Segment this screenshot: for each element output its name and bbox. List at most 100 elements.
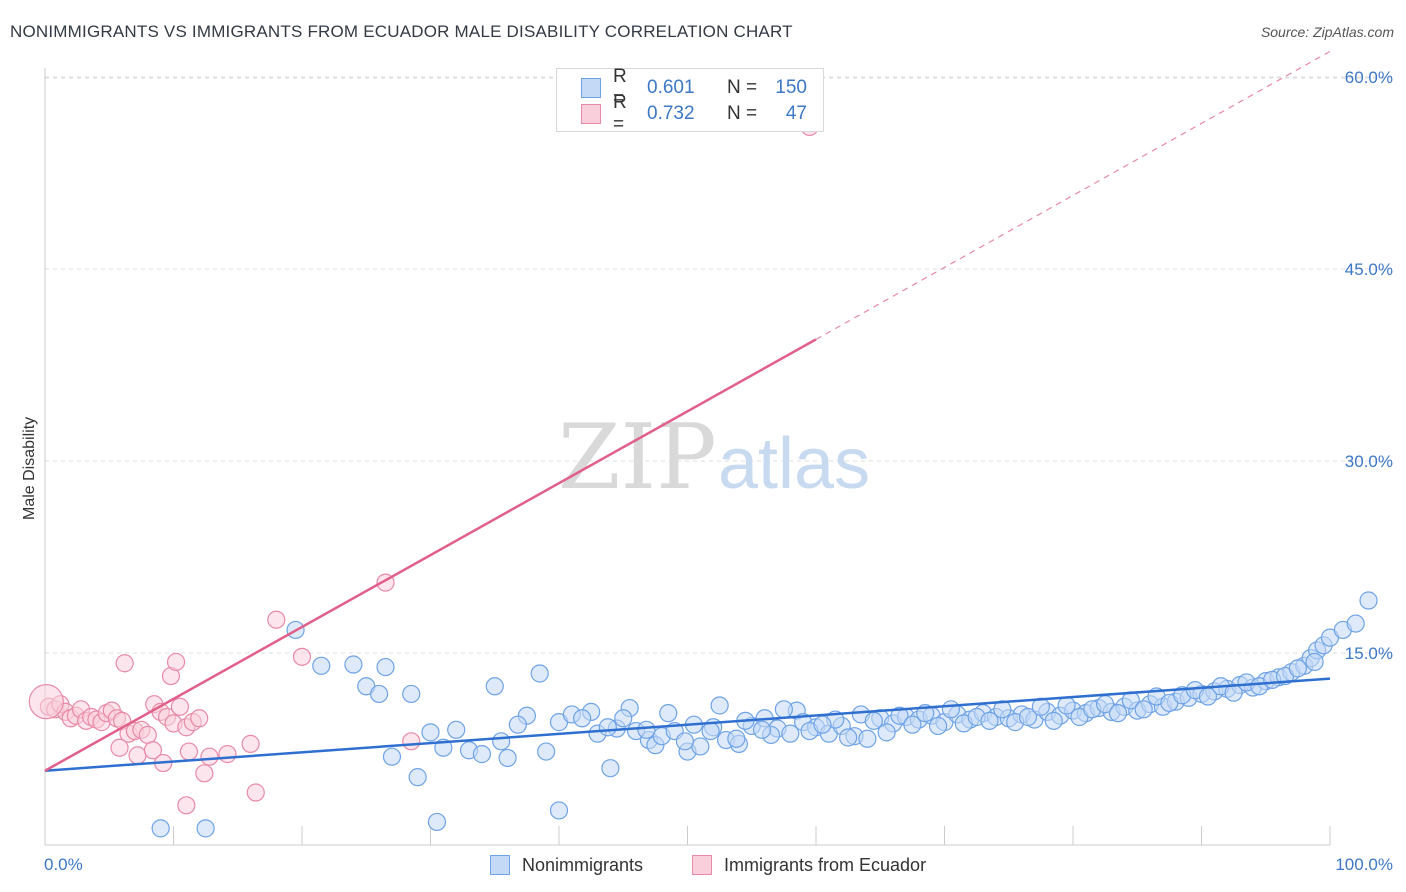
immigrant-point[interactable] (128, 746, 147, 765)
nonimmigrant-point[interactable] (701, 721, 720, 741)
legend-r-value: 0.601 (647, 77, 695, 98)
nonimmigrant-point[interactable] (839, 728, 858, 747)
nonimmigrant-point[interactable] (980, 711, 999, 730)
chart-title: NONIMMIGRANTS VS IMMIGRANTS FROM ECUADOR… (10, 22, 793, 41)
immigrant-point[interactable] (179, 742, 199, 761)
legend-r-value: 0.732 (647, 103, 695, 124)
nonimmigrant-point[interactable] (1359, 591, 1378, 610)
nonimmigrant-point[interactable] (601, 759, 620, 778)
nonimmigrant-point[interactable] (858, 729, 877, 748)
nonimmigrant-point[interactable] (196, 819, 215, 838)
immigrant-point[interactable] (143, 741, 163, 760)
nonimmigrant-point[interactable] (598, 718, 617, 737)
nonimmigrant-point[interactable] (691, 737, 710, 756)
nonimmigrant-point[interactable] (573, 709, 592, 728)
legend-item-nonimmigrants[interactable]: Nonimmigrants (490, 852, 643, 878)
immigrant-point[interactable] (115, 654, 134, 673)
nonimmigrant-point[interactable] (1134, 700, 1153, 719)
nonimmigrant-point[interactable] (472, 745, 491, 764)
legend-n-value: 150 (775, 77, 807, 98)
nonimmigrant-point[interactable] (903, 715, 922, 734)
immigrant-point[interactable] (170, 697, 190, 716)
nonimmigrant-point[interactable] (637, 720, 656, 739)
nonimmigrant-point[interactable] (928, 716, 948, 736)
nonimmigrant-point[interactable] (1305, 652, 1324, 672)
pink-swatch (581, 104, 601, 124)
immigrant-point[interactable] (195, 764, 214, 783)
nonimmigrant-point[interactable] (537, 742, 556, 761)
immigrant-point[interactable] (166, 652, 186, 672)
immigrants-points (28, 117, 819, 815)
nonimmigrant-point[interactable] (508, 715, 527, 734)
immigrant-point[interactable] (138, 725, 157, 745)
legend-label: Nonimmigrants (522, 854, 644, 875)
nonimmigrant-point[interactable] (1044, 711, 1063, 730)
nonimmigrant-point[interactable] (614, 709, 633, 728)
tick-labels: 15.0% 30.0% 45.0% 60.0% 0.0% 100.0% (44, 68, 1393, 874)
nonimmigrant-point[interactable] (421, 723, 440, 742)
y-axis-label: Male Disability (21, 417, 38, 520)
nonimmigrant-point[interactable] (408, 768, 427, 787)
nonimmigrant-point[interactable] (447, 720, 466, 739)
nonimmigrant-point[interactable] (402, 684, 421, 704)
nonimmigrant-point[interactable] (993, 700, 1012, 719)
correlation-legend: R = 0.601 N = 150 R = 0.732 N = 47 (556, 66, 824, 135)
immigrant-point[interactable] (28, 684, 64, 720)
nonimmigrant-point[interactable] (151, 819, 170, 838)
immigrants-trend-line (44, 338, 817, 772)
nonimmigrant-point[interactable] (1288, 659, 1307, 678)
nonimmigrant-point[interactable] (427, 812, 447, 832)
nonimmigrant-point[interactable] (675, 732, 695, 751)
legend-r-label: R = (613, 66, 627, 109)
legend-label: Immigrants from Ecuador (724, 854, 927, 875)
nonimmigrant-point[interactable] (752, 720, 772, 739)
y-tick-label: 45.0% (1345, 260, 1393, 279)
x-tick-label: 0.0% (44, 855, 83, 874)
immigrant-point[interactable] (190, 709, 209, 728)
immigrant-point[interactable] (246, 783, 265, 802)
immigrant-point[interactable] (110, 738, 129, 757)
immigrant-point[interactable] (241, 734, 260, 753)
nonimmigrant-point[interactable] (1108, 704, 1128, 723)
grid (45, 76, 1392, 654)
nonimmigrant-point[interactable] (344, 655, 363, 674)
nonimmigrant-point[interactable] (376, 657, 395, 677)
nonimmigrant-point[interactable] (710, 696, 729, 715)
immigrant-point[interactable] (200, 747, 219, 766)
immigrant-point[interactable] (292, 647, 312, 666)
nonimmigrant-point[interactable] (370, 684, 389, 704)
legend-r-label: R = (613, 92, 627, 135)
immigrant-point[interactable] (218, 745, 237, 764)
nonimmigrant-point[interactable] (781, 724, 800, 743)
immigrant-point[interactable] (402, 732, 421, 751)
y-tick-label: 60.0% (1345, 68, 1393, 87)
legend-row-nonimmigrants: R = 0.601 N = 150 (581, 66, 807, 109)
nonimmigrant-point[interactable] (813, 715, 832, 734)
nonimmigrant-point[interactable] (382, 747, 402, 766)
immigrant-point[interactable] (177, 796, 196, 815)
legend-row-immigrants: R = 0.732 N = 47 (581, 92, 807, 135)
trend-lines (44, 50, 1331, 773)
nonimmigrant-point[interactable] (498, 748, 517, 768)
nonimmigrant-point[interactable] (659, 704, 678, 723)
watermark-zip: ZIP (558, 405, 717, 510)
nonimmigrants-points (151, 591, 1378, 838)
nonimmigrant-point[interactable] (492, 732, 511, 751)
watermark-atlas: atlas (718, 424, 870, 504)
nonimmigrant-point[interactable] (485, 677, 504, 696)
legend-n-label: N = (727, 103, 758, 124)
legend-item-immigrants[interactable]: Immigrants from Ecuador (692, 852, 926, 878)
nonimmigrant-point[interactable] (312, 656, 331, 675)
nonimmigrant-point[interactable] (549, 801, 569, 820)
nonimmigrant-point[interactable] (890, 706, 909, 725)
nonimmigrant-point[interactable] (530, 664, 549, 683)
nonimmigrant-point[interactable] (1018, 707, 1038, 727)
nonimmigrant-point[interactable] (877, 723, 896, 742)
nonimmigrant-point[interactable] (774, 700, 793, 719)
nonimmigrant-point[interactable] (727, 729, 746, 748)
blue-swatch (490, 855, 510, 875)
immigrant-point[interactable] (267, 610, 286, 629)
nonimmigrant-point[interactable] (1224, 683, 1243, 702)
nonimmigrant-point[interactable] (941, 700, 961, 719)
nonimmigrant-point[interactable] (1346, 614, 1365, 633)
